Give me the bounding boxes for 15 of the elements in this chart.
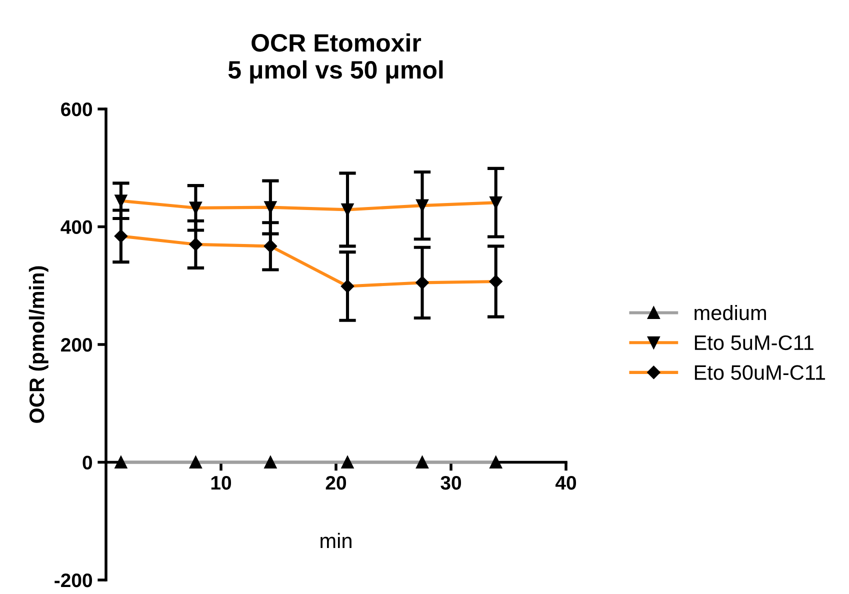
x-tick-label: 20 [326,476,346,490]
legend-label: medium [694,304,766,320]
x-tick-label: 40 [555,476,576,490]
y-tick-label: 0 [82,456,92,470]
legend-label: Eto 50uM-C11 [694,365,826,380]
x-tick-label: 30 [440,476,462,490]
y-tick-label: -200 [54,573,92,588]
y-axis-title: OCR (pmol/min) [28,266,48,423]
x-tick-label: 10 [211,476,232,490]
x-axis-title: min [320,532,352,548]
y-tick-label: 200 [61,338,92,352]
y-tick-label: 400 [60,220,92,234]
legend-label: Eto 5uM-C11 [694,335,814,350]
chart-title: OCR Etomoxir 5 μmol vs 50 μmol [228,33,443,84]
y-tick-label: 600 [61,102,92,116]
